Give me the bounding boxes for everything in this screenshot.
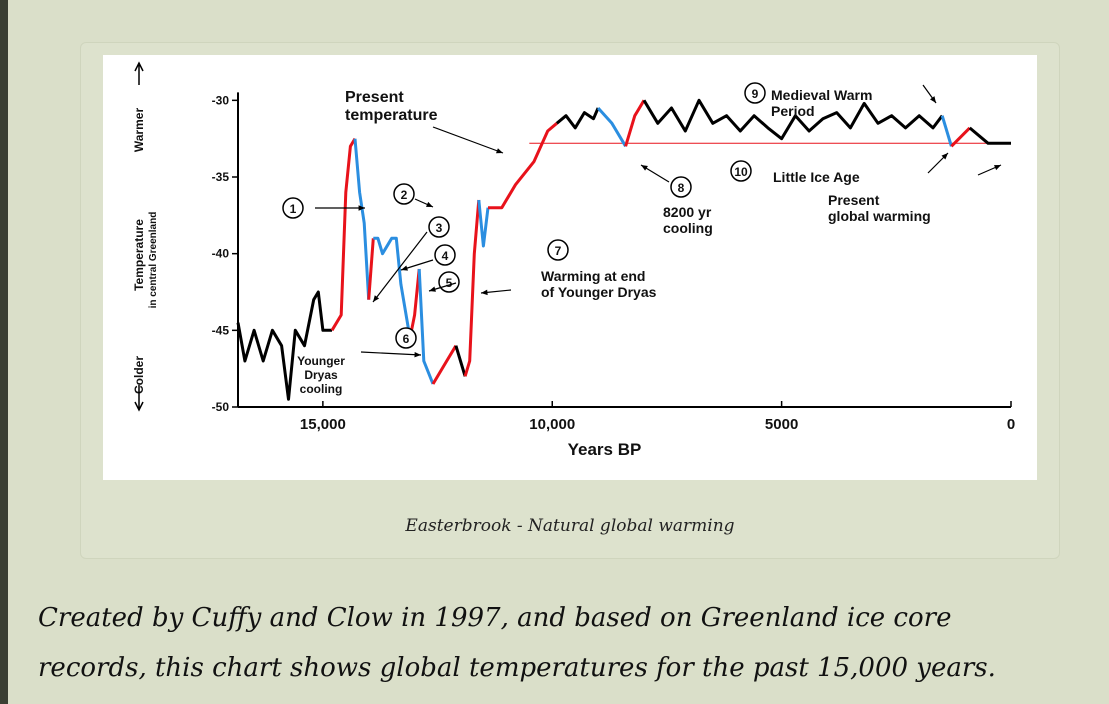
- callout-number: 2: [401, 188, 408, 202]
- y-axis-label: Warmer: [132, 108, 146, 153]
- temperature-line: [373, 236, 412, 339]
- arrow-head: [641, 165, 648, 171]
- y-tick-label: -35: [212, 170, 230, 184]
- arrow-head: [496, 148, 503, 154]
- body-text: records, this chart shows global tempera…: [38, 653, 996, 683]
- annotation: of Younger Dryas: [541, 284, 657, 300]
- callout-circle: [670, 176, 692, 198]
- annotation: Present: [345, 89, 404, 106]
- temperature-line: [624, 99, 646, 147]
- annotation: Present: [828, 192, 880, 208]
- callout-circle: [744, 82, 766, 104]
- arrow-head: [401, 265, 408, 271]
- callout-circle: [395, 327, 417, 349]
- annotation-arrow: [432, 126, 504, 154]
- x-axis-label: Years BP: [568, 440, 642, 459]
- callout-number: 5: [446, 276, 453, 290]
- arrow-down: [134, 385, 144, 412]
- x-tick-label: 5000: [765, 416, 798, 433]
- annotation: Dryas: [304, 368, 338, 382]
- annotation-arrow: [372, 231, 428, 303]
- arrow-head: [941, 153, 948, 160]
- callout-circle: [282, 197, 304, 219]
- temperature-line: [236, 290, 332, 401]
- y-axis-label: in central Greenland: [148, 212, 159, 309]
- temperature-line: [408, 268, 421, 339]
- temperature-line: [330, 137, 357, 332]
- temperature-line: [353, 138, 371, 300]
- annotation-arrow: [360, 351, 422, 356]
- temperature-line: [431, 344, 458, 385]
- annotation: cooling: [300, 382, 343, 396]
- callout-number: 6: [403, 332, 410, 346]
- callout-circle: [730, 160, 752, 182]
- arrow-head: [414, 351, 421, 358]
- y-axis-label: Colder: [132, 356, 146, 394]
- body-text: Created by Cuffy and Clow in 1997, and b…: [38, 603, 952, 633]
- callout-number: 3: [436, 221, 443, 235]
- temperature-line: [555, 107, 600, 130]
- arrow-head: [930, 96, 936, 103]
- arrow-up: [134, 61, 144, 85]
- annotation: temperature: [345, 107, 438, 124]
- x-tick-label: 10,000: [529, 416, 575, 433]
- chart: -30 -35 -40 -45 -50 15,000 10,000 5000 0 Years BP…: [103, 55, 1037, 480]
- annotation: Younger: [297, 354, 345, 368]
- annotation: 8200 yr: [663, 204, 712, 220]
- annotation: Warming at end: [541, 268, 646, 284]
- temperature-line: [488, 122, 558, 210]
- callout-circle: [393, 183, 415, 205]
- caption: Easterbrook - Natural global warming: [405, 516, 735, 536]
- temperature-line: [940, 115, 953, 147]
- arrow-head: [994, 165, 1001, 171]
- y-tick-label: -45: [212, 323, 230, 337]
- callout-circle: [434, 244, 456, 266]
- temperature-line: [417, 268, 435, 385]
- temperature-line: [454, 345, 467, 377]
- temperature-line: [463, 199, 481, 377]
- arrow-head: [373, 295, 380, 302]
- annotation: Medieval Warm: [771, 87, 872, 103]
- temperature-line: [596, 106, 627, 148]
- callout-number: 8: [678, 181, 685, 195]
- temperature-line: [968, 126, 1011, 145]
- temperature-line: [367, 238, 375, 300]
- x-tick-label: 0: [1007, 416, 1015, 433]
- callout-number: 10: [734, 165, 748, 179]
- y-axis-label: Temperature: [132, 219, 146, 291]
- temperature-line: [642, 98, 944, 141]
- annotation: global warming: [828, 208, 931, 224]
- annotation: cooling: [663, 220, 713, 236]
- arrow-head: [358, 205, 365, 211]
- y-tick-label: -40: [212, 247, 230, 261]
- temperature-line: [950, 126, 971, 148]
- callout-circle: [428, 216, 450, 238]
- annotation: Period: [771, 103, 815, 119]
- callout-number: 4: [442, 249, 449, 263]
- callout-circle: [547, 239, 569, 261]
- arrow-head: [426, 201, 433, 207]
- callout-number: 1: [290, 202, 297, 216]
- annotation: Little Ice Age: [773, 169, 860, 185]
- arrow-head: [481, 289, 488, 296]
- temperature-line: [477, 199, 490, 248]
- x-tick-label: 15,000: [300, 416, 346, 433]
- y-tick-label: -30: [212, 93, 230, 107]
- callout-number: 9: [752, 87, 759, 101]
- callout-number: 7: [555, 244, 562, 258]
- y-tick-label: -50: [212, 400, 230, 414]
- arrow-head: [429, 286, 436, 292]
